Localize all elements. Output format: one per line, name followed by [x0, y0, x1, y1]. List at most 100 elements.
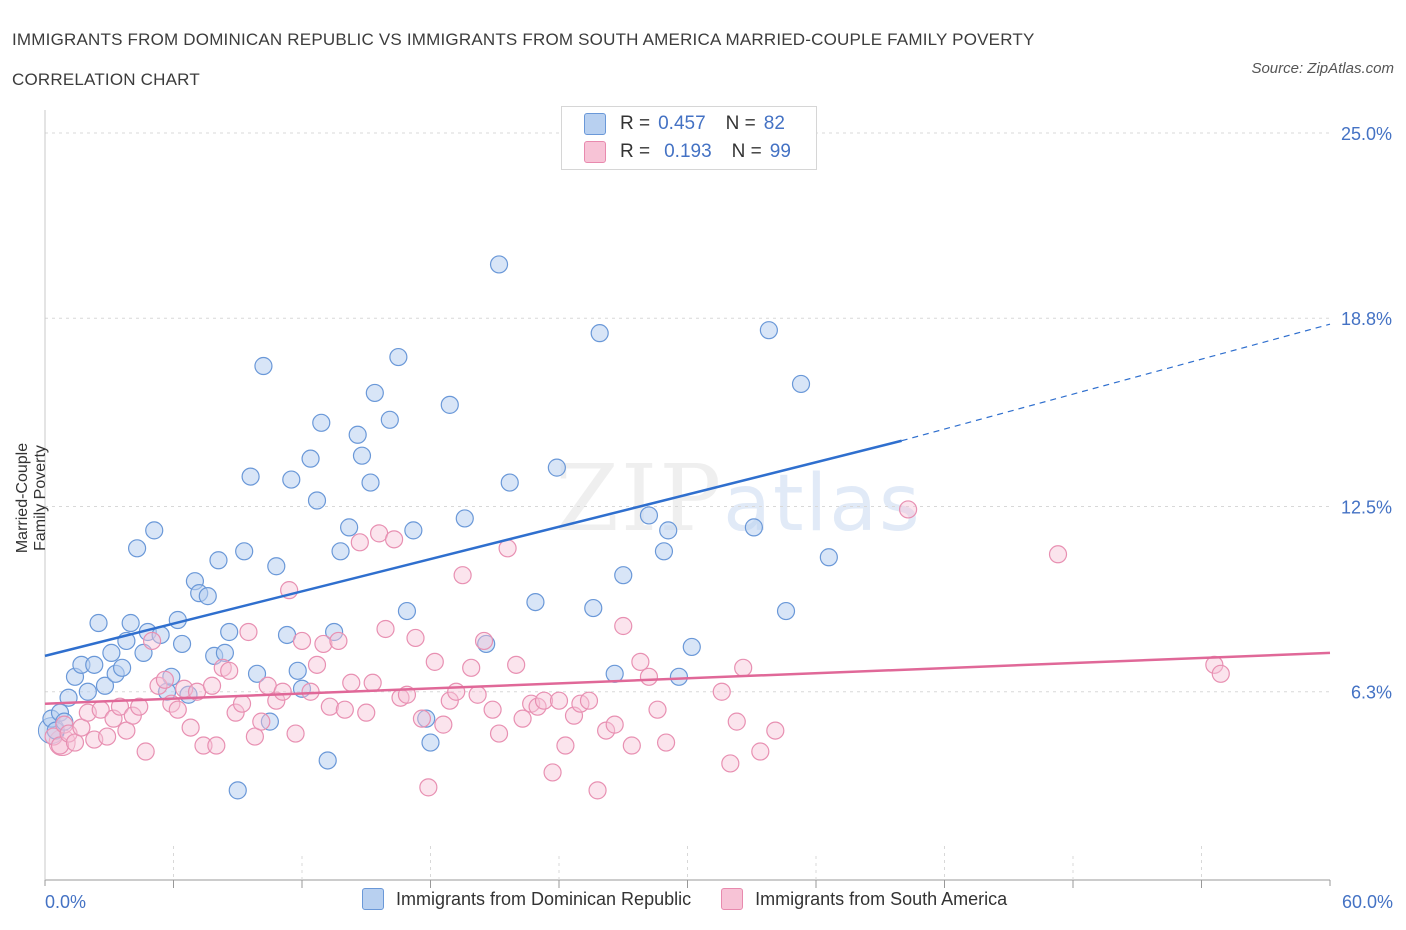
data-point	[267, 557, 286, 576]
legend-item-south-america: Immigrants from South America	[721, 888, 1007, 910]
data-point	[215, 643, 234, 662]
data-point	[282, 470, 301, 489]
data-point	[325, 622, 344, 642]
data-point	[247, 664, 267, 683]
legend-row-dominican: R = 0.457 N = 82	[584, 111, 785, 137]
data-point	[55, 715, 74, 734]
data-point	[365, 383, 384, 403]
legend-swatch-pink	[721, 888, 744, 910]
y-tick-label: 6.3%	[1351, 683, 1392, 703]
data-point	[406, 628, 425, 648]
data-point	[301, 449, 320, 468]
data-point	[483, 700, 502, 719]
data-point	[312, 413, 331, 432]
trend-line	[44, 651, 1331, 705]
data-point	[556, 736, 575, 755]
data-point	[340, 518, 359, 537]
x-tick-label: 60.0%	[1342, 892, 1393, 912]
legend-row-south-america: R = 0.193 N = 99	[584, 139, 791, 165]
data-point	[468, 685, 487, 704]
legend-r-value: 0.193	[664, 141, 712, 162]
data-point	[682, 637, 701, 657]
data-point	[168, 700, 187, 719]
legend-n-value: 82	[763, 113, 785, 134]
legend-n-label: N =	[725, 113, 756, 134]
data-point	[286, 724, 305, 743]
data-point	[455, 509, 474, 528]
data-point	[588, 781, 607, 800]
chart-title: IMMIGRANTS FROM DOMINICAN REPUBLIC VS IM…	[12, 20, 1212, 100]
legend-item-dominican: Immigrants from Dominican Republic	[362, 888, 691, 910]
data-point	[226, 703, 245, 722]
data-point	[252, 712, 271, 731]
data-point	[136, 742, 155, 761]
data-point	[614, 566, 633, 585]
data-point	[477, 634, 496, 654]
data-point	[389, 347, 408, 367]
data-point	[220, 622, 239, 642]
data-point	[462, 658, 481, 677]
data-point	[734, 658, 753, 677]
legend-swatch-blue	[362, 888, 384, 910]
data-point	[453, 566, 472, 585]
data-point	[121, 613, 140, 633]
data-point	[440, 691, 459, 710]
data-point	[659, 521, 678, 540]
legend-label-south-america: Immigrants from South America	[755, 888, 1008, 909]
data-point	[320, 697, 339, 716]
data-point	[751, 742, 770, 761]
data-point	[421, 733, 440, 752]
data-point	[155, 670, 175, 689]
data-point	[656, 733, 676, 752]
data-point	[397, 601, 417, 621]
data-point	[819, 548, 838, 567]
data-point	[112, 658, 132, 677]
data-point	[267, 691, 286, 710]
data-point	[759, 321, 778, 340]
data-point	[288, 661, 307, 680]
data-point	[110, 697, 130, 716]
data-point	[363, 673, 382, 692]
chart-title-line1: IMMIGRANTS FROM DOMINICAN REPUBLIC VS IM…	[12, 30, 1035, 49]
data-point	[85, 655, 104, 674]
legend-swatch-pink	[584, 141, 606, 163]
data-point	[898, 500, 918, 519]
chart-title-line2: CORRELATION CHART	[12, 70, 200, 89]
data-point	[209, 551, 228, 570]
data-point	[181, 718, 200, 737]
data-point	[744, 518, 763, 537]
data-point	[78, 682, 97, 701]
legend-n-value: 99	[769, 141, 791, 162]
data-point	[307, 491, 327, 510]
data-point	[342, 673, 361, 692]
legend-label-dominican: Immigrants from Dominican Republic	[396, 888, 692, 909]
data-point	[776, 601, 796, 621]
data-point	[440, 395, 459, 414]
y-tick-label: 12.5%	[1341, 497, 1392, 517]
watermark-zip: ZIP	[555, 445, 724, 552]
data-point	[194, 736, 213, 755]
data-point	[631, 652, 650, 671]
data-point	[547, 458, 566, 477]
data-point	[380, 410, 399, 429]
legend-r-value: 0.457	[658, 113, 706, 134]
legend-n-label: N =	[731, 141, 762, 162]
data-point	[232, 694, 252, 713]
data-point	[425, 652, 444, 671]
data-point	[605, 715, 624, 734]
data-point	[331, 542, 350, 561]
data-point	[130, 697, 149, 716]
data-point	[376, 619, 395, 639]
data-point	[357, 703, 376, 722]
source-label: Source: ZipAtlas.com	[1251, 60, 1394, 77]
data-point	[127, 539, 147, 558]
data-point	[123, 706, 142, 725]
data-point	[417, 709, 436, 728]
data-point	[220, 661, 239, 680]
data-point	[489, 255, 509, 274]
data-point	[350, 533, 369, 552]
data-point	[669, 667, 689, 686]
data-point	[447, 682, 466, 701]
data-point	[622, 736, 641, 755]
data-point	[474, 631, 494, 651]
